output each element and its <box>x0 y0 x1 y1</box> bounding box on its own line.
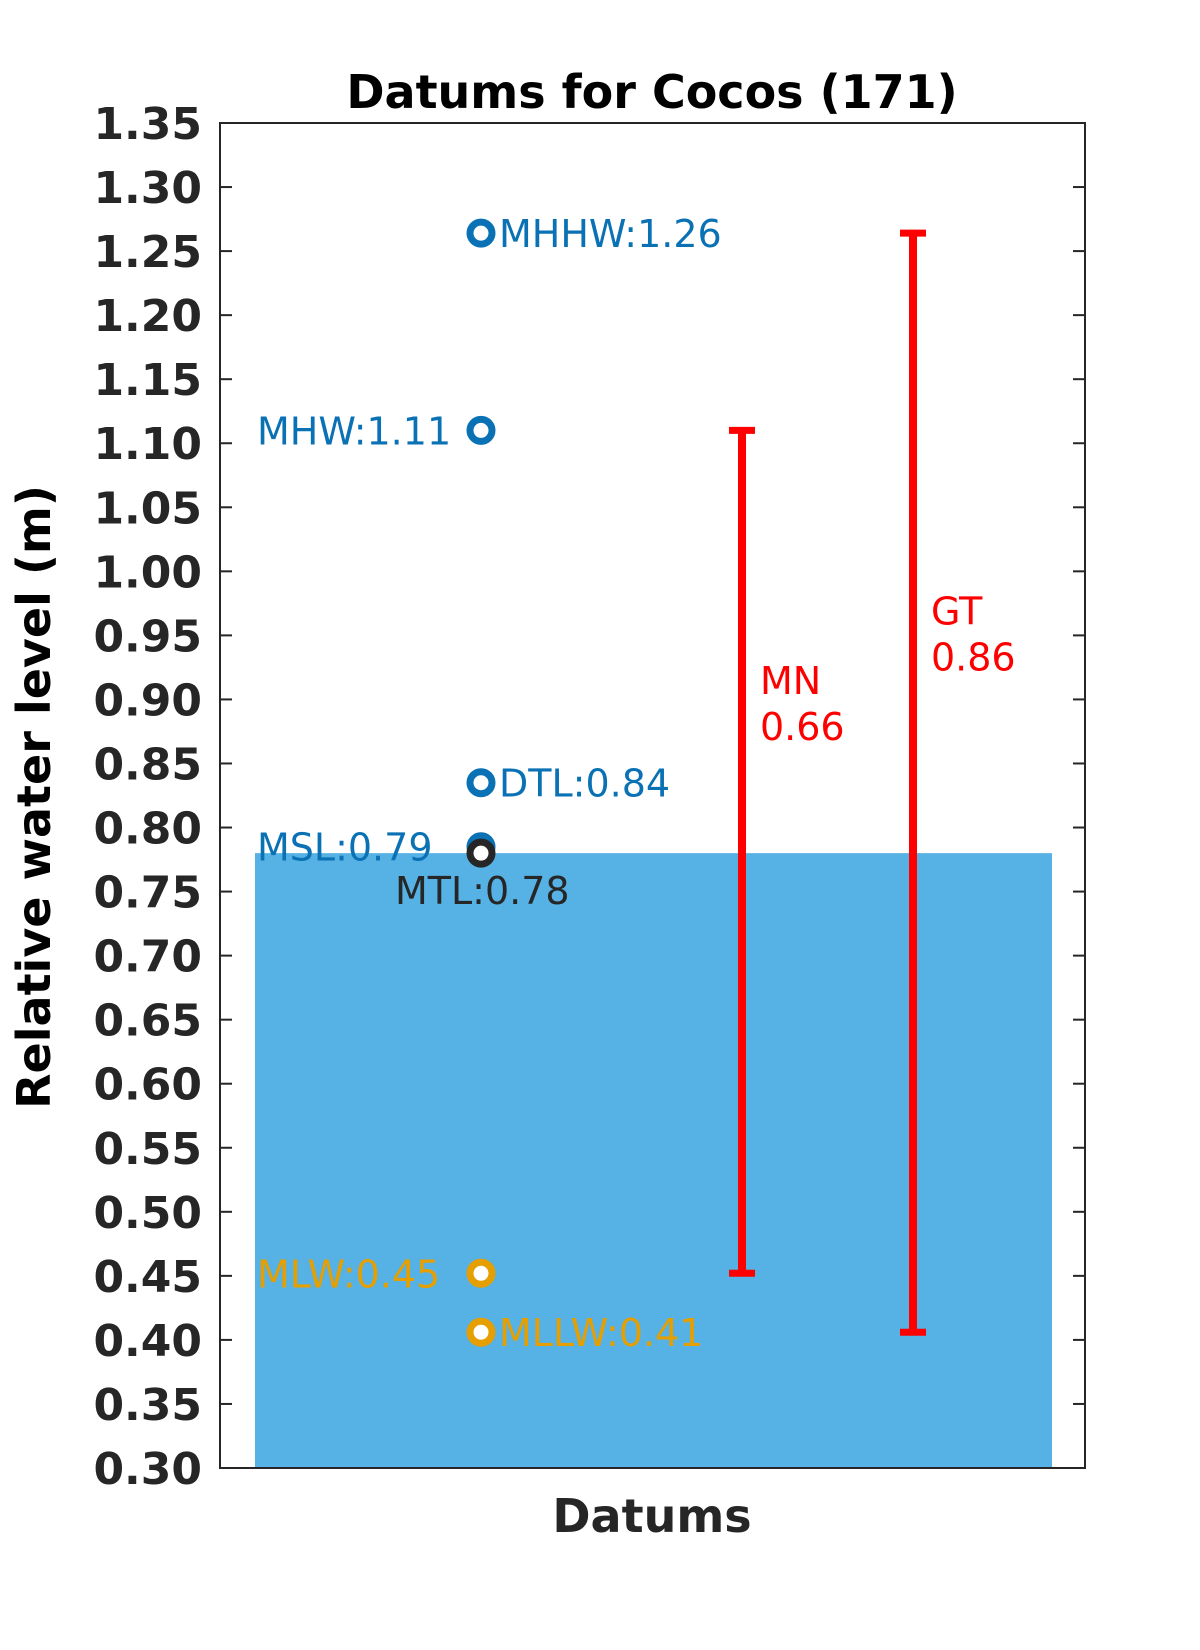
y-tick-label: 1.00 <box>93 547 202 598</box>
datum-point: MTL:0.78 <box>395 838 570 913</box>
datum-label: MHHW:1.26 <box>499 212 722 256</box>
datum-marker <box>466 1317 496 1347</box>
bar-layer <box>255 853 1052 1468</box>
datum-bar <box>255 853 1052 1468</box>
y-tick-label: 0.85 <box>93 739 202 790</box>
datum-point: MLLW:0.41 <box>466 1311 703 1355</box>
plot-frame <box>219 122 1086 1469</box>
datum-label: MLW:0.45 <box>257 1252 440 1296</box>
datum-label: MTL:0.78 <box>395 869 570 913</box>
range-label-name: GT <box>931 590 983 634</box>
y-tick-label: 0.95 <box>93 611 202 662</box>
y-tick-label: 0.35 <box>93 1380 202 1431</box>
y-tick-label: 0.40 <box>93 1316 202 1367</box>
y-axis-label: Relative water level (m) <box>7 485 61 1109</box>
y-tick-label: 1.20 <box>93 291 202 342</box>
datum-point: MHHW:1.26 <box>466 212 722 256</box>
datum-marker <box>466 1258 496 1288</box>
datum-marker <box>466 768 496 798</box>
datum-marker <box>466 415 496 445</box>
range-label-value: 0.66 <box>760 705 845 749</box>
datum-marker <box>466 218 496 248</box>
y-tick-label: 0.30 <box>93 1444 202 1495</box>
datum-label: DTL:0.84 <box>499 762 670 806</box>
x-axis-label: Datums <box>552 1489 751 1543</box>
range-label-value: 0.86 <box>931 636 1016 680</box>
datum-label: MSL:0.79 <box>257 826 433 870</box>
y-tick-label: 0.55 <box>93 1124 202 1175</box>
y-tick-label: 0.60 <box>93 1060 202 1111</box>
y-tick-label: 1.30 <box>93 163 202 214</box>
y-tick-label: 0.90 <box>93 675 202 726</box>
datum-point: MHW:1.11 <box>257 409 496 453</box>
y-tick-label: 1.10 <box>93 419 202 470</box>
range-bars: MN0.66 GT0.86 <box>729 229 1016 1336</box>
y-tick-label: 0.75 <box>93 868 202 919</box>
y-tick-label: 0.50 <box>93 1188 202 1239</box>
datum-point: MLW:0.45 <box>257 1252 496 1296</box>
datum-markers: MHHW:1.26 MHW:1.11 DTL:0.84 MSL:0.79MTL:0.7… <box>257 212 722 1355</box>
y-tick-label: 0.70 <box>93 932 202 983</box>
y-tick-label: 1.15 <box>93 355 202 406</box>
y-tick-label: 0.80 <box>93 804 202 855</box>
datum-label: MLLW:0.41 <box>499 1311 703 1355</box>
chart-title: Datums for Cocos (171) <box>346 65 957 119</box>
range-label-name: MN <box>760 659 821 703</box>
datum-label: MHW:1.11 <box>257 409 451 453</box>
datum-point: DTL:0.84 <box>466 762 670 806</box>
y-tick-label: 0.65 <box>93 996 202 1047</box>
y-tick-label: 1.35 <box>93 99 202 150</box>
y-tick-label: 1.05 <box>93 483 202 534</box>
y-axis: 1.35 1.30 1.25 1.20 1.15 1.10 1.05 1.00 0.95 0.90… <box>93 99 1085 1495</box>
datum-marker <box>466 838 496 868</box>
y-tick-label: 0.45 <box>93 1252 202 1303</box>
y-tick-label: 1.25 <box>93 227 202 278</box>
